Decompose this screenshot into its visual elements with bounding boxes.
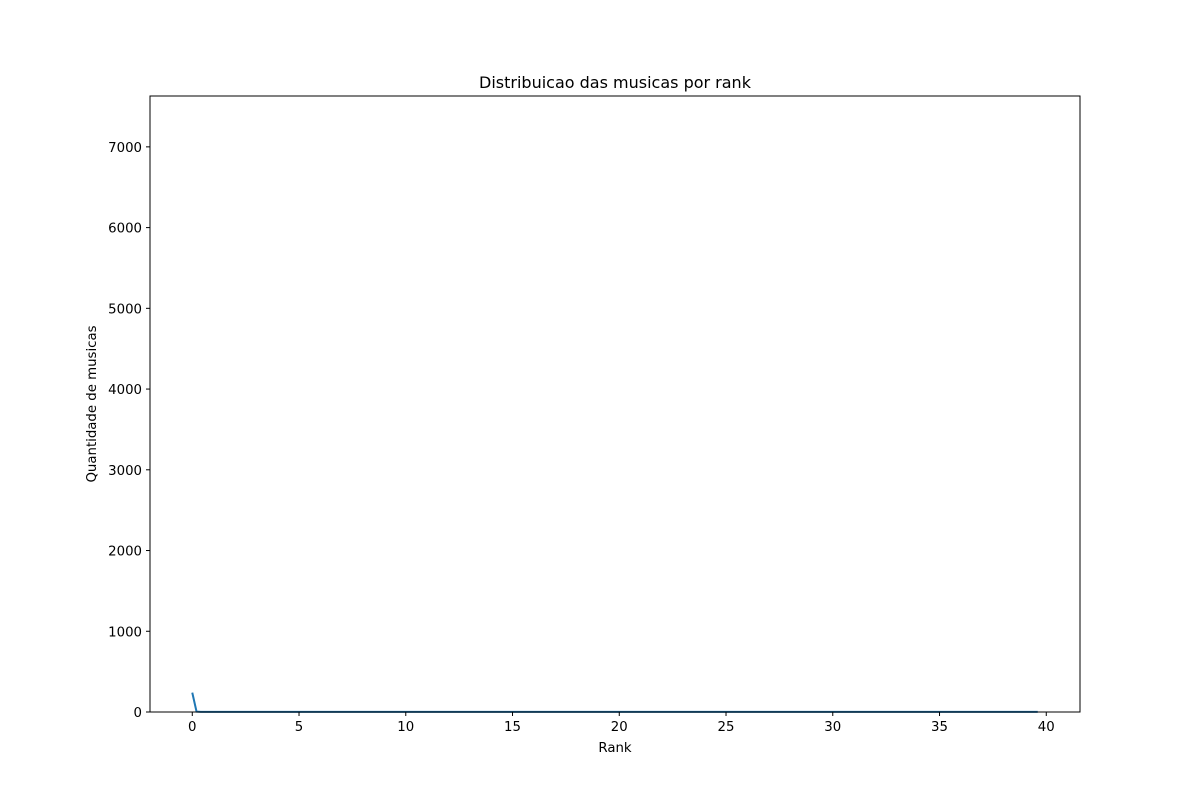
x-tick-label: 40 [1038, 720, 1055, 735]
x-tick-label: 35 [931, 720, 948, 735]
chart-title: Distribuicao das musicas por rank [479, 73, 752, 92]
x-tick-label: 5 [295, 720, 303, 735]
y-tick-label: 7000 [108, 141, 142, 156]
y-tick-label: 2000 [108, 545, 142, 560]
y-tick-label: 5000 [108, 302, 142, 317]
x-tick-label: 25 [718, 720, 735, 735]
x-tick-label: 15 [504, 720, 521, 735]
y-tick-label: 4000 [108, 383, 142, 398]
y-tick-label: 0 [134, 706, 142, 721]
y-tick-label: 3000 [108, 464, 142, 479]
x-tick-label: 30 [824, 720, 841, 735]
x-tick-label: 10 [397, 720, 414, 735]
x-axis-label: Rank [598, 741, 632, 756]
y-axis-label: Quantidade de musicas [85, 325, 100, 482]
y-tick-label: 1000 [108, 625, 142, 640]
axis-ticks: 0 5 10 15 20 25 30 35 40 0 1000 2000 3000 4000 5000 600… [108, 141, 1055, 735]
y-tick-label: 6000 [108, 222, 142, 237]
x-tick-label: 0 [188, 720, 196, 735]
x-tick-label: 20 [611, 720, 628, 735]
axes-frame [149, 95, 1081, 713]
